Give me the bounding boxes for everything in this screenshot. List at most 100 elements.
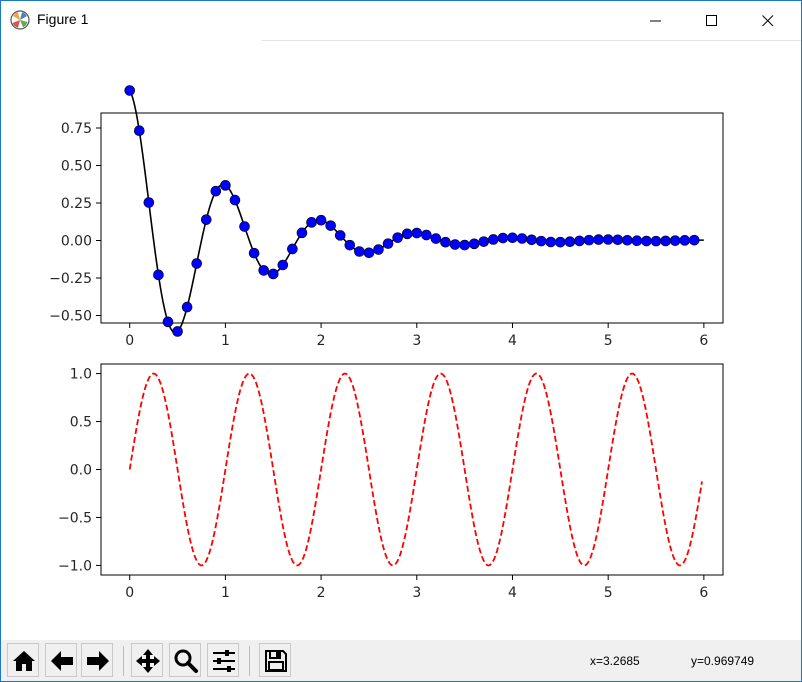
floppy-disk-icon (265, 650, 287, 672)
cursor-y-readout: y=0.969749 (691, 654, 755, 668)
navigation-toolbar (1, 640, 801, 681)
magnifier-icon (174, 649, 198, 673)
bottom-axes-xtick-label: 4 (508, 585, 517, 601)
close-icon (762, 15, 774, 27)
top-axes-ytick-label: −0.25 (49, 271, 92, 287)
sample-point-marker (267, 268, 279, 280)
top-axes-ytick-label: −0.50 (49, 309, 92, 325)
sample-point-marker (574, 235, 585, 247)
subplots-button[interactable] (207, 643, 239, 677)
minimize-button[interactable] (633, 1, 679, 40)
bottom-axes-ytick-label: 1.0 (70, 367, 92, 383)
sample-point-marker (612, 234, 624, 246)
sample-point-marker (669, 235, 681, 246)
sample-point-marker (421, 229, 432, 241)
sample-point-marker (401, 228, 413, 240)
zoom-button[interactable] (169, 643, 201, 677)
top-axes-xtick-label: 4 (508, 333, 517, 349)
toolbar-separator (249, 646, 250, 676)
sample-point-marker (162, 316, 174, 328)
top-axes-xtick-label: 3 (412, 333, 421, 349)
cursor-x-readout: x=3.2685 (590, 654, 640, 668)
axes-top: 0 1 2 3 4 5 6 −0.50 −0.25 0.00 0.25 0.50 0.75 (49, 85, 724, 349)
home-button[interactable] (7, 643, 39, 677)
sample-point-marker (622, 234, 633, 246)
minimize-icon (650, 20, 661, 22)
sample-point-marker (153, 269, 164, 281)
top-axes-ytick-label: 0.25 (61, 196, 92, 212)
top-axes-xtick-label: 5 (604, 333, 613, 349)
sample-point-marker (306, 217, 317, 228)
maximize-button[interactable] (689, 1, 735, 40)
bottom-axes-xtick-label: 5 (604, 585, 613, 601)
sample-point-marker (478, 236, 490, 247)
title-bar[interactable]: Figure 1 (1, 1, 801, 40)
sample-point-marker (488, 234, 499, 245)
sample-point-marker (583, 234, 595, 246)
sample-point-marker (440, 236, 451, 248)
sample-point-marker (315, 214, 327, 226)
axes-bottom: 0 1 2 3 4 5 6 −1.0 −0.5 0.0 0.5 1.0 (58, 363, 724, 601)
sample-point-marker (344, 239, 356, 251)
sample-point-marker (650, 235, 662, 247)
sample-point-marker (449, 239, 461, 250)
top-axes-xtick-label: 6 (699, 333, 708, 349)
sample-point-marker (124, 85, 136, 96)
sample-point-marker (507, 232, 518, 244)
top-axes-ytick-label: 0.50 (61, 159, 92, 175)
forward-button[interactable] (81, 643, 113, 677)
sample-point-marker (660, 235, 671, 247)
sample-point-marker (526, 234, 537, 246)
sample-point-marker (181, 301, 193, 313)
sample-point-marker (641, 235, 652, 247)
save-button[interactable] (259, 643, 291, 677)
bottom-axes-xtick-label: 0 (125, 585, 134, 601)
sample-point-marker (392, 232, 403, 243)
figure-canvas[interactable]: 0 1 2 3 4 5 6 −0.50 −0.25 0.00 0.25 0.50 0.75 0 1 2 3 4 5… (1, 41, 801, 639)
sample-point-marker (133, 125, 145, 136)
back-button[interactable] (45, 643, 77, 677)
cosine-dashed-line (128, 372, 703, 567)
sample-point-marker (296, 227, 308, 239)
sample-point-marker (239, 221, 250, 232)
sample-point-marker (631, 235, 643, 247)
move-icon (136, 649, 160, 673)
sample-point-marker (229, 194, 241, 206)
pan-button[interactable] (131, 643, 163, 677)
sample-point-marker (210, 185, 222, 197)
top-axes-ytick-label: 0.75 (61, 121, 92, 137)
bottom-axes-frame (100, 363, 724, 576)
sample-point-marker (248, 247, 260, 259)
sample-point-marker (430, 233, 442, 244)
sample-point-marker (143, 197, 155, 208)
matplotlib-logo-icon (10, 10, 30, 30)
sample-point-marker (354, 246, 365, 257)
top-axes-ytick-label: 0.00 (61, 234, 92, 250)
arrow-left-icon (51, 651, 73, 671)
sample-point-marker (258, 265, 269, 276)
bottom-axes-xtick-label: 1 (221, 585, 230, 601)
top-axes-xtick-label: 2 (317, 333, 326, 349)
bottom-axes-xtick-label: 2 (317, 585, 326, 601)
sample-point-marker (277, 259, 289, 271)
sample-point-marker (602, 234, 614, 245)
sample-point-marker (497, 232, 509, 244)
sample-point-marker (382, 238, 394, 249)
close-button[interactable] (745, 1, 791, 40)
sample-point-marker (688, 234, 700, 246)
sample-point-marker (220, 180, 231, 191)
bottom-axes-ytick-label: −0.5 (58, 510, 92, 526)
sample-point-marker (555, 236, 566, 248)
bottom-axes-ytick-label: −1.0 (58, 558, 92, 574)
bottom-axes-xtick-label: 3 (412, 585, 421, 601)
sample-point-marker (564, 236, 576, 248)
top-axes-xtick-label: 1 (221, 333, 230, 349)
sample-point-marker (200, 214, 212, 225)
bottom-axes-ytick-label: 0.5 (70, 415, 92, 431)
sample-point-marker (287, 243, 298, 255)
home-icon (13, 651, 35, 671)
sample-point-marker (468, 238, 480, 250)
arrow-right-icon (87, 651, 109, 671)
sample-point-marker (593, 234, 604, 245)
